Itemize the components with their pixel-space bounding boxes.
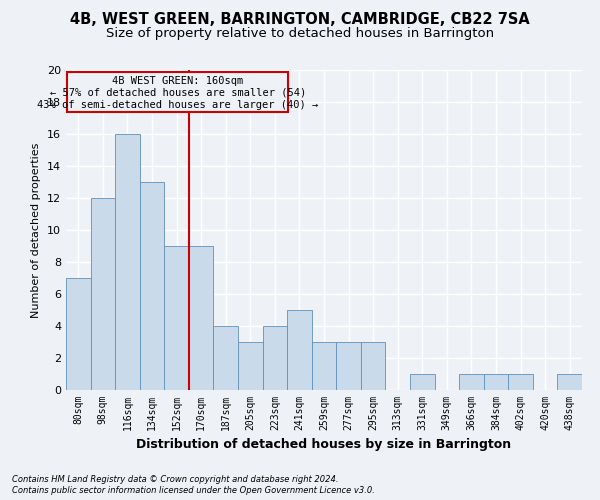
Bar [140, 182, 164, 390]
Bar [312, 342, 336, 390]
Text: Size of property relative to detached houses in Barrington: Size of property relative to detached ho… [106, 28, 494, 40]
FancyBboxPatch shape [67, 72, 289, 112]
Text: Contains HM Land Registry data © Crown copyright and database right 2024.: Contains HM Land Registry data © Crown c… [12, 475, 338, 484]
Bar [115, 134, 140, 390]
Bar [336, 342, 361, 390]
Bar [410, 374, 434, 390]
Bar [508, 374, 533, 390]
Bar [91, 198, 115, 390]
Text: ← 57% of detached houses are smaller (54): ← 57% of detached houses are smaller (54… [50, 88, 306, 98]
Bar [557, 374, 582, 390]
Bar [238, 342, 263, 390]
Bar [287, 310, 312, 390]
Bar [459, 374, 484, 390]
X-axis label: Distribution of detached houses by size in Barrington: Distribution of detached houses by size … [136, 438, 512, 452]
Bar [214, 326, 238, 390]
Text: 43% of semi-detached houses are larger (40) →: 43% of semi-detached houses are larger (… [37, 100, 319, 110]
Bar [164, 246, 189, 390]
Bar [484, 374, 508, 390]
Text: Contains public sector information licensed under the Open Government Licence v3: Contains public sector information licen… [12, 486, 375, 495]
Bar [263, 326, 287, 390]
Bar [361, 342, 385, 390]
Y-axis label: Number of detached properties: Number of detached properties [31, 142, 41, 318]
Bar [189, 246, 214, 390]
Text: 4B WEST GREEN: 160sqm: 4B WEST GREEN: 160sqm [112, 76, 244, 86]
Text: 4B, WEST GREEN, BARRINGTON, CAMBRIDGE, CB22 7SA: 4B, WEST GREEN, BARRINGTON, CAMBRIDGE, C… [70, 12, 530, 28]
Bar [66, 278, 91, 390]
